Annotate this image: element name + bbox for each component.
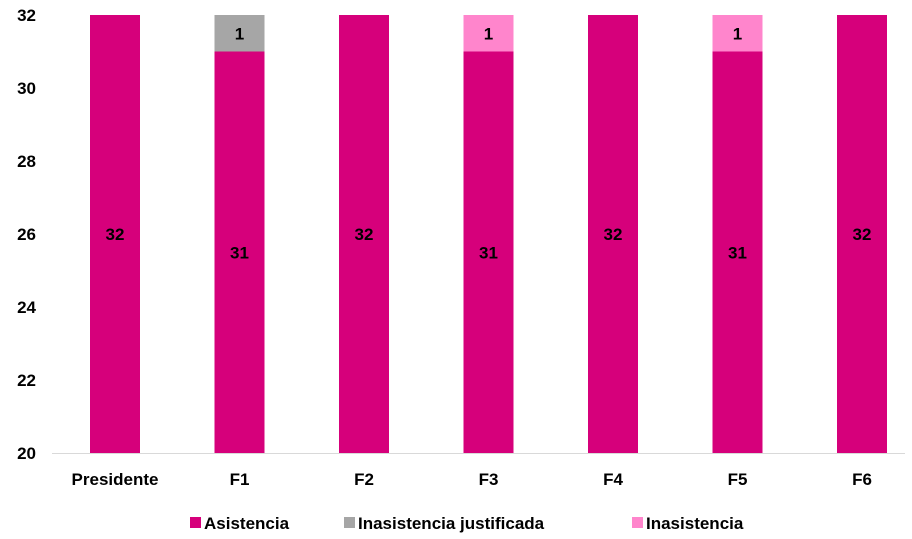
legend-label-inasistencia-justificada: Inasistencia justificada	[358, 514, 545, 533]
bar-inasistencia-justificada-f1	[214, 15, 265, 52]
x-tick-label-f6: F6	[852, 470, 872, 489]
data-label-asistencia-f2: 32	[355, 225, 374, 244]
data-label-asistencia-presidente: 32	[106, 225, 125, 244]
bar-asistencia-f4	[588, 15, 638, 453]
data-label-inasistencia-f5: 1	[733, 24, 742, 43]
legend-label-asistencia: Asistencia	[204, 514, 290, 533]
bar-asistencia-f1	[214, 51, 265, 453]
x-axis: Presidente F1 F2 F3 F4 F5 F6	[52, 453, 905, 489]
x-tick-label-f1: F1	[230, 470, 250, 489]
legend: Asistencia Inasistencia justificada Inasis…	[190, 514, 744, 533]
y-tick-label-32: 32	[17, 6, 36, 25]
x-tick-label-f5: F5	[728, 470, 748, 489]
x-tick-label-f4: F4	[603, 470, 623, 489]
bars: 32 31 1 32 31 1 32 31 1 32	[90, 15, 887, 453]
x-tick-label-presidente: Presidente	[72, 470, 159, 489]
data-label-asistencia-f6: 32	[853, 225, 872, 244]
data-label-asistencia-f4: 32	[604, 225, 623, 244]
bar-asistencia-presidente	[90, 15, 140, 453]
data-label-inasistencia-justificada-f1: 1	[235, 24, 244, 43]
data-label-asistencia-f3: 31	[479, 243, 498, 262]
bar-inasistencia-f3	[463, 15, 514, 52]
legend-swatch-asistencia	[190, 517, 201, 528]
y-tick-label-20: 20	[17, 444, 36, 463]
y-tick-label-24: 24	[17, 298, 36, 317]
legend-swatch-inasistencia-justificada	[344, 517, 355, 528]
legend-label-inasistencia: Inasistencia	[646, 514, 744, 533]
bar-asistencia-f6	[837, 15, 887, 453]
y-axis: 20 22 24 26 28 30 32	[17, 6, 36, 463]
bar-asistencia-f2	[339, 15, 389, 453]
y-tick-label-26: 26	[17, 225, 36, 244]
x-tick-label-f3: F3	[479, 470, 499, 489]
y-tick-label-28: 28	[17, 152, 36, 171]
y-tick-label-30: 30	[17, 79, 36, 98]
bar-asistencia-f3	[463, 51, 514, 453]
x-tick-label-f2: F2	[354, 470, 374, 489]
bar-asistencia-f5	[712, 51, 763, 453]
bar-inasistencia-f5	[712, 15, 763, 52]
y-tick-label-22: 22	[17, 371, 36, 390]
data-label-asistencia-f5: 31	[728, 243, 747, 262]
data-label-inasistencia-f3: 1	[484, 24, 493, 43]
legend-swatch-inasistencia	[632, 517, 643, 528]
data-label-asistencia-f1: 31	[230, 243, 249, 262]
